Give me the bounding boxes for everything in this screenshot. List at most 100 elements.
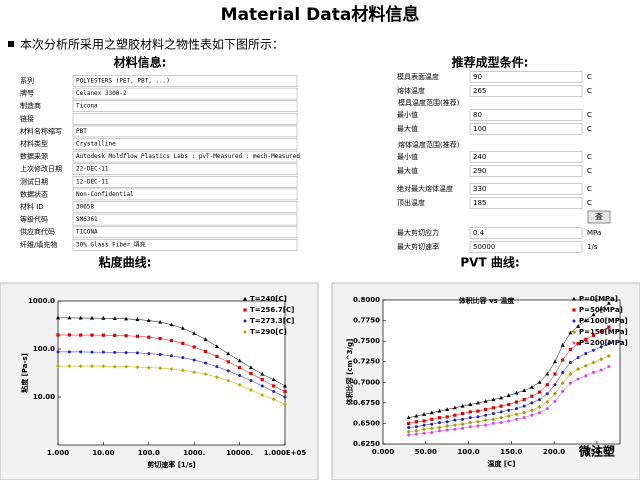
field-label: 测试日期: [20, 177, 48, 186]
field-box: [72, 163, 298, 175]
data-point: [576, 367, 581, 372]
x-tick-label: 250.0: [586, 448, 608, 456]
data-point: [568, 361, 572, 365]
data-point: [90, 364, 95, 369]
data-point: [226, 378, 231, 383]
field-value: 50000: [473, 243, 495, 251]
field-box: [72, 113, 298, 125]
legend-label: P=200[MPa]: [579, 339, 628, 347]
data-point: [422, 419, 426, 423]
data-point: [249, 379, 253, 383]
field-value: 80: [473, 111, 482, 119]
field-box: [72, 188, 298, 201]
field-label: 链接: [20, 114, 34, 123]
data-point: [468, 402, 473, 407]
data-point: [453, 413, 457, 417]
data-point: [491, 406, 495, 410]
button-label: 查: [595, 212, 603, 222]
section-heading: 粘度曲线:: [99, 255, 152, 270]
field-label: 模具温度范围(推荐): [398, 98, 460, 107]
field-value: TICONA: [76, 229, 98, 236]
field-label: 供应商代码: [20, 227, 55, 236]
data-point: [180, 368, 185, 373]
data-point: [484, 407, 488, 412]
data-point: [158, 319, 163, 324]
field-box: [469, 227, 583, 239]
field-box: [72, 75, 298, 87]
data-point: [101, 333, 105, 337]
data-point: [78, 364, 83, 369]
y-tick-label: 10.00: [33, 393, 55, 401]
data-point: [90, 350, 94, 354]
x-tick-label: 1000.: [183, 449, 205, 457]
data-point: [414, 425, 418, 429]
y-tick-label: 0.7750: [353, 317, 380, 325]
data-point: [407, 433, 411, 437]
y-tick-label: 0.7250: [353, 358, 380, 366]
field-value: 185: [473, 199, 486, 207]
field-unit: C: [587, 73, 592, 81]
data-point: [522, 410, 527, 415]
data-point: [460, 411, 465, 416]
data-point: [437, 416, 442, 420]
legend-marker: [572, 341, 576, 345]
data-point: [591, 370, 595, 374]
data-point: [576, 377, 580, 381]
data-point: [445, 415, 449, 419]
data-point: [101, 364, 106, 369]
data-point: [283, 395, 287, 399]
legend-marker: [243, 330, 247, 334]
data-point: [576, 342, 580, 346]
field-label: 制造商: [20, 101, 41, 110]
field-box: [469, 197, 583, 209]
field-label: 模具表面温度: [397, 72, 439, 81]
data-point: [507, 402, 511, 407]
data-point: [576, 324, 581, 328]
data-point: [529, 408, 534, 413]
data-point: [248, 365, 253, 370]
data-point: [124, 316, 129, 321]
data-point: [453, 418, 457, 422]
data-point: [576, 356, 580, 360]
x-tick-label: 50.00: [415, 448, 437, 456]
data-point: [475, 419, 480, 424]
data-point: [181, 356, 185, 360]
y-tick-label: 100.0: [33, 345, 55, 353]
data-point: [158, 336, 162, 341]
bullet: [8, 41, 14, 47]
data-point: [135, 334, 140, 338]
data-point: [215, 365, 219, 369]
field-label: 熔体温度: [397, 86, 425, 95]
data-point: [445, 407, 450, 411]
data-point: [484, 423, 488, 427]
data-point: [530, 394, 534, 398]
title: Material Data材料信息: [221, 4, 420, 25]
field-box: [469, 165, 583, 177]
data-point: [491, 421, 495, 425]
field-box: [469, 85, 583, 97]
data-point: [568, 372, 573, 377]
data-point: [460, 403, 465, 408]
data-point: [414, 413, 419, 418]
data-point: [560, 343, 565, 347]
x-tick-label: 0.000: [372, 448, 394, 456]
data-point: [124, 334, 128, 338]
data-point: [522, 388, 527, 393]
data-point: [237, 358, 242, 363]
data-point: [414, 420, 418, 424]
y-tick-label: 1000.0: [28, 297, 55, 305]
field-value: 90: [473, 73, 482, 81]
field-label: 等级代码: [20, 215, 48, 224]
data-point: [260, 371, 265, 376]
data-point: [452, 423, 457, 428]
field-unit: 1/s: [587, 243, 598, 251]
data-point: [553, 399, 557, 403]
data-point: [499, 421, 503, 425]
data-point: [445, 428, 449, 432]
data-point: [437, 429, 441, 433]
button[interactable]: [587, 210, 611, 224]
data-point: [476, 409, 480, 413]
legend-label: P=50[MPa]: [579, 306, 623, 314]
data-point: [529, 385, 534, 389]
